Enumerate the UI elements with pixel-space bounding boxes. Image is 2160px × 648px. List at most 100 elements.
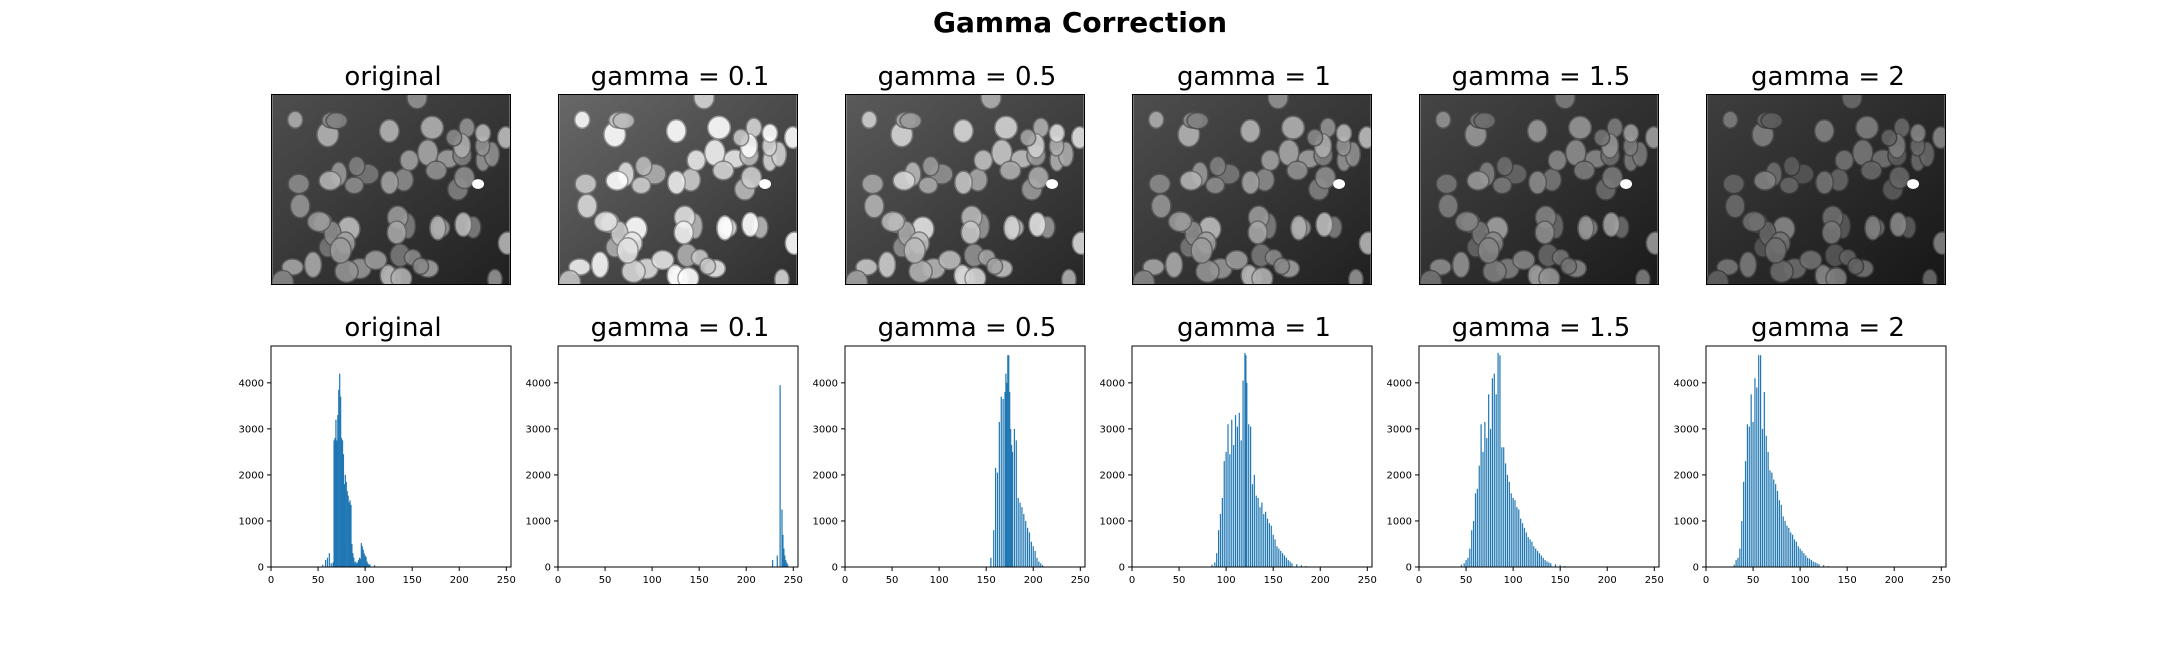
- cell-nucleus: [986, 257, 1004, 276]
- cell-nucleus: [445, 128, 463, 147]
- cell-image-original: [271, 94, 511, 285]
- histogram-bar: [1750, 394, 1752, 567]
- cell-nucleus: [390, 267, 413, 284]
- histogram-bar: [1219, 514, 1222, 567]
- cell-nucleus: [1738, 251, 1758, 279]
- histogram-bar: [1244, 352, 1246, 567]
- histogram-bar: [1236, 426, 1239, 567]
- histogram-bar: [784, 555, 786, 567]
- histogram-bar: [341, 440, 344, 567]
- histogram-bar: [1540, 555, 1542, 567]
- x-tick-label: 100: [356, 575, 375, 586]
- bright-spot: [1333, 179, 1346, 190]
- x-tick-label: 0: [842, 575, 848, 586]
- cell-nucleus: [590, 251, 610, 279]
- histogram-bar: [1251, 484, 1254, 568]
- histogram-bar: [1276, 546, 1278, 567]
- histogram-bar: [349, 500, 351, 567]
- y-tick-label: 2000: [813, 470, 838, 481]
- cell-nucleus: [1825, 267, 1848, 284]
- histogram-bar: [1287, 560, 1289, 567]
- histogram-bar: [1735, 560, 1737, 567]
- histogram-bar: [1265, 511, 1267, 567]
- cell-nucleus: [699, 257, 717, 276]
- x-tick-label: 100: [1504, 575, 1523, 586]
- cell-nucleus: [880, 211, 906, 233]
- cell-nucleus: [846, 269, 869, 284]
- histogram-bar: [1482, 451, 1484, 567]
- histogram-bar: [1217, 530, 1220, 567]
- histogram-bar: [1242, 380, 1244, 567]
- histogram-bar: [1034, 550, 1036, 567]
- cell-nucleus: [1821, 220, 1842, 245]
- hist-title-gamma-1: gamma = 1: [1177, 313, 1331, 343]
- histogram-bar: [1472, 520, 1475, 567]
- histogram-bar: [1289, 561, 1291, 567]
- cell-nucleus: [677, 267, 700, 284]
- cell-nucleus: [1644, 126, 1658, 150]
- cell-nucleus: [1707, 269, 1730, 284]
- histogram-bar: [1801, 550, 1803, 567]
- histogram-bar: [1246, 382, 1248, 567]
- histogram-bar: [1285, 557, 1287, 567]
- histogram-bar: [1011, 451, 1014, 567]
- cell-nucleus: [1538, 267, 1561, 284]
- histogram-bar: [1227, 424, 1229, 567]
- cell-nucleus: [1782, 155, 1801, 177]
- histogram-bar: [1554, 564, 1557, 567]
- image-title-gamma-2: gamma = 2: [1751, 62, 1905, 92]
- histogram-bar: [1229, 454, 1231, 567]
- histogram-bar: [1523, 527, 1526, 567]
- y-tick-label: 2000: [239, 470, 264, 481]
- cell-nucleus: [918, 176, 939, 195]
- cell-nucleus: [1186, 111, 1210, 130]
- histogram-bar: [1015, 440, 1017, 567]
- cell-nucleus: [1437, 193, 1459, 219]
- x-tick-label: 150: [1838, 575, 1857, 586]
- histogram-5: 0 50 100 150 200 250 0 1000 2000 3000 4000: [1674, 345, 1951, 586]
- histogram-bar: [336, 440, 338, 567]
- histogram-bar: [1793, 539, 1796, 568]
- histogram-bar: [367, 563, 369, 567]
- histogram-bar: [359, 558, 362, 567]
- histogram-bar: [1005, 373, 1007, 568]
- histogram-bar: [1489, 428, 1492, 568]
- cell-nucleus: [1267, 95, 1289, 110]
- histogram-bar: [1743, 481, 1745, 567]
- histogram-bar: [344, 474, 346, 567]
- histogram-bar: [1249, 426, 1252, 567]
- histogram-bar: [1761, 428, 1764, 568]
- cell-nucleus: [1003, 215, 1021, 241]
- cell-nucleus: [306, 211, 332, 233]
- histogram-bar: [1501, 447, 1503, 567]
- histogram-bar: [1223, 461, 1225, 567]
- histogram-bar: [1004, 392, 1006, 567]
- histogram-bar: [1514, 500, 1516, 567]
- histogram-bar: [335, 419, 337, 567]
- x-tick-label: 150: [1551, 575, 1570, 586]
- histogram-bar: [771, 560, 774, 567]
- histogram-bar: [1807, 557, 1809, 567]
- cell-nucleus: [761, 123, 779, 143]
- cell-nucleus: [1147, 110, 1165, 129]
- histogram-bar: [1788, 527, 1790, 567]
- cell-nucleus: [1909, 123, 1927, 143]
- histogram-bar: [1791, 534, 1794, 567]
- histogram-bar: [1280, 550, 1282, 567]
- histogram-bar: [356, 563, 358, 567]
- cell-nucleus: [1164, 251, 1184, 279]
- cell-nucleus: [1071, 231, 1084, 256]
- histogram-bar: [357, 560, 360, 567]
- y-tick-label: 0: [1406, 563, 1412, 574]
- y-tick-label: 3000: [813, 424, 838, 435]
- cell-nucleus: [860, 110, 878, 129]
- image-title-gamma-0-5: gamma = 0.5: [877, 62, 1057, 92]
- cell-nucleus: [1931, 126, 1945, 150]
- cell-nucleus: [559, 269, 582, 284]
- cell-nucleus: [1813, 118, 1835, 143]
- cell-nucleus: [892, 170, 916, 191]
- histogram-bar: [1512, 497, 1514, 567]
- histogram-bar: [345, 481, 347, 567]
- cell-nucleus: [1477, 237, 1500, 264]
- hist-title-gamma-0-5: gamma = 0.5: [877, 313, 1057, 343]
